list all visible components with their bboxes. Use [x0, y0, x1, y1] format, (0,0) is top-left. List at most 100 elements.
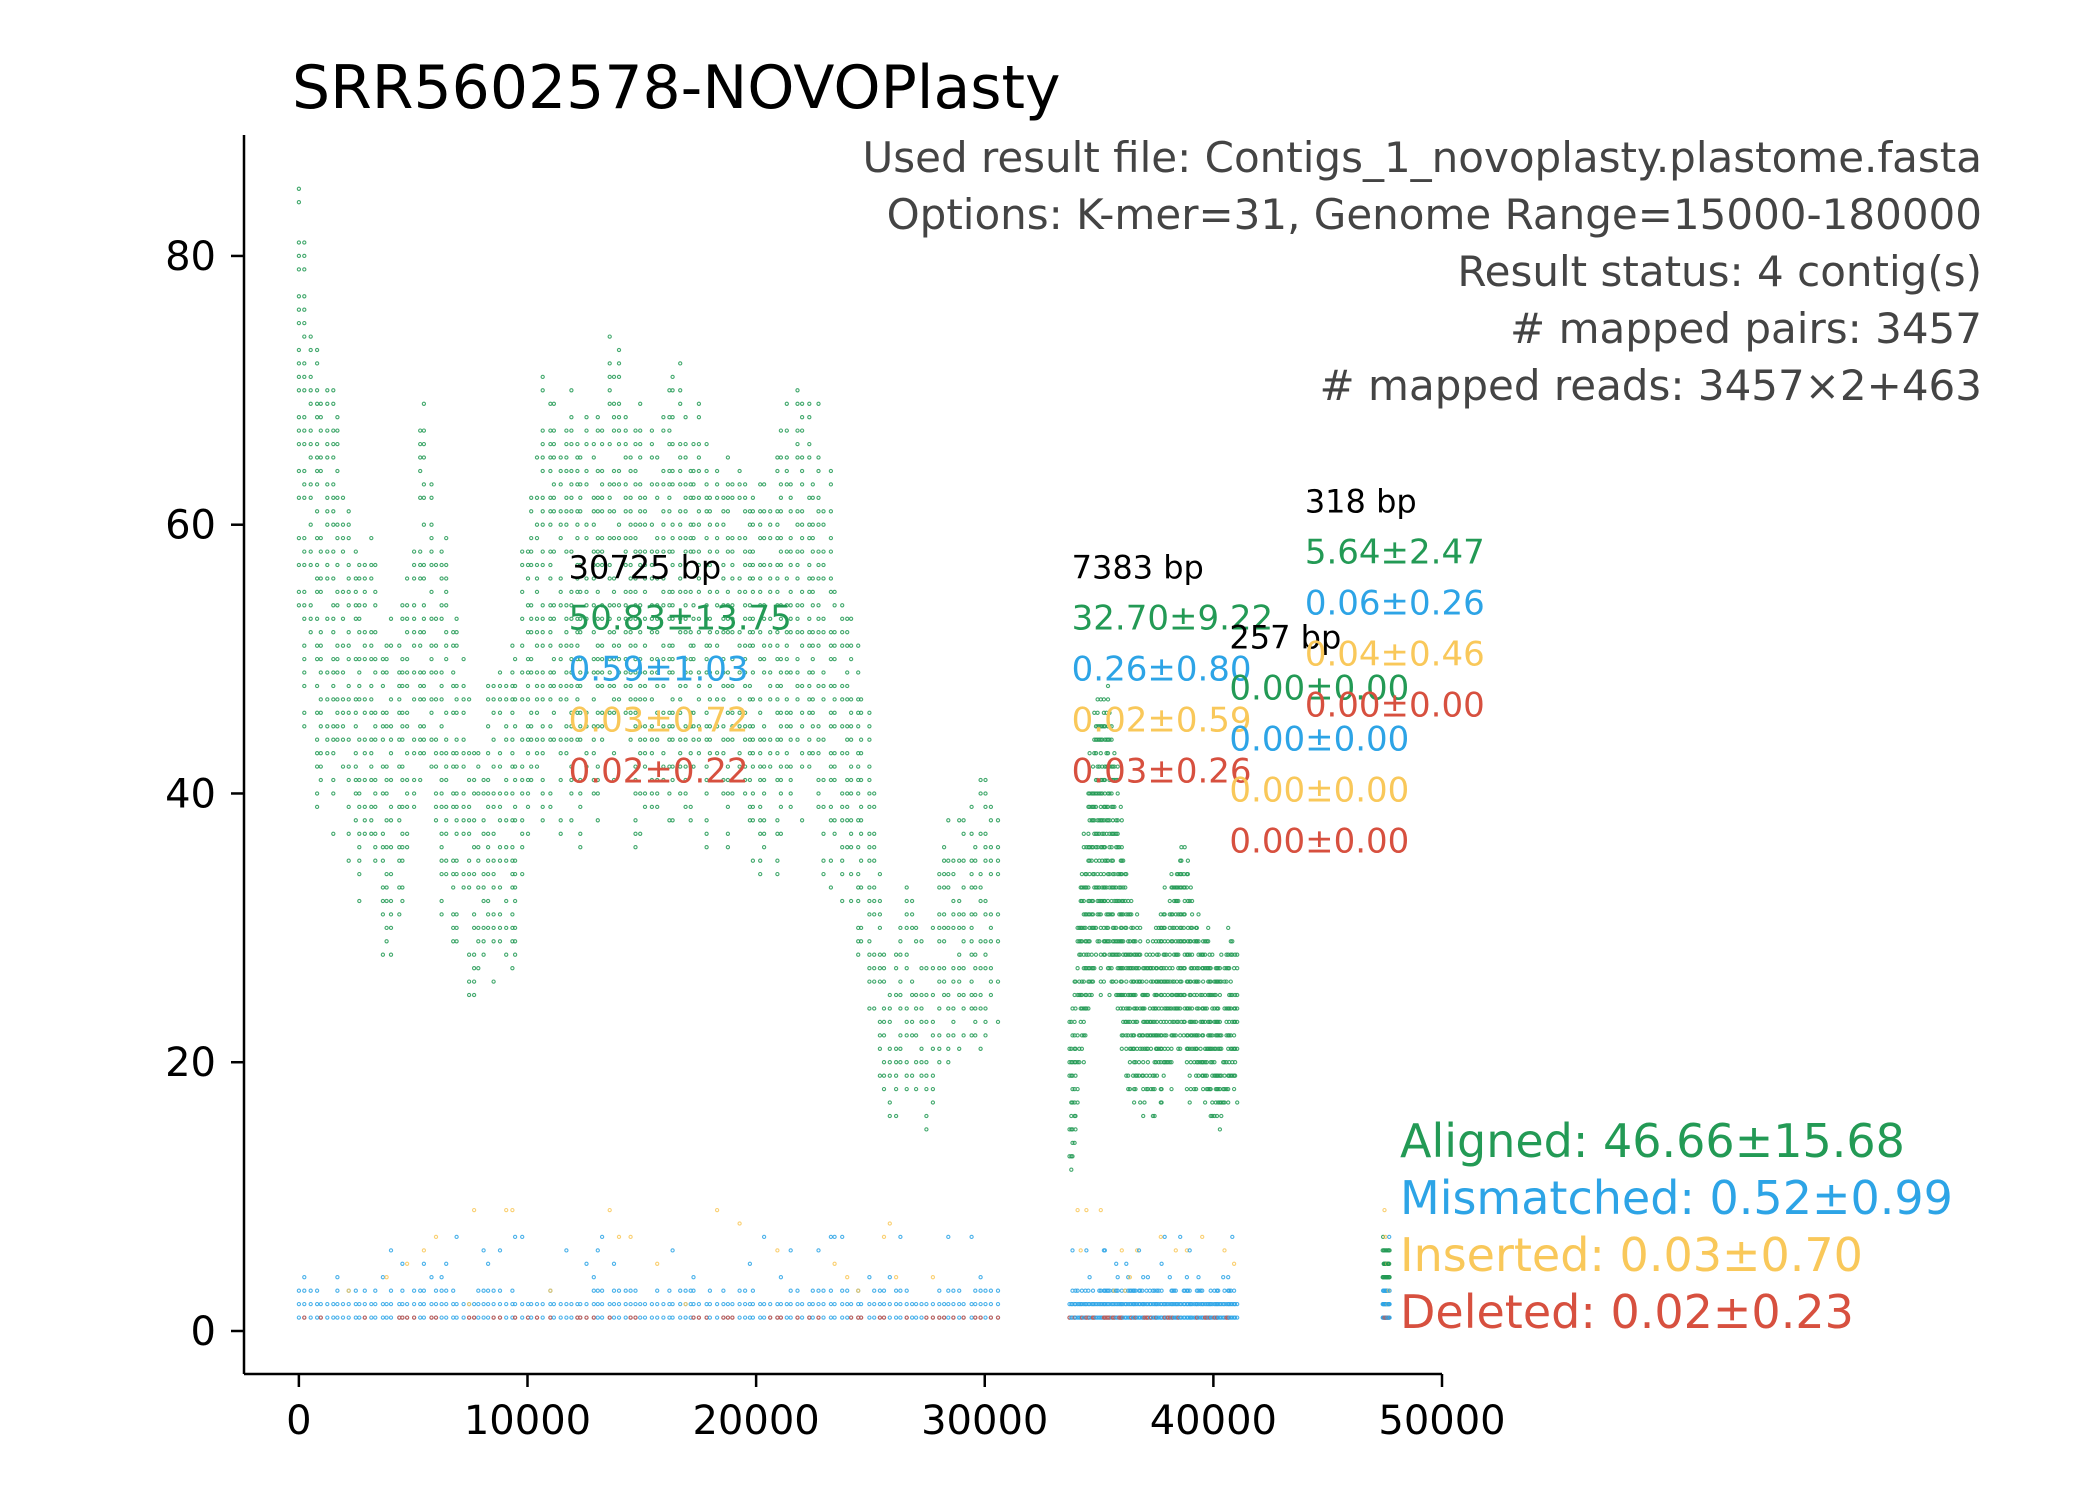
- aligned-point: [404, 670, 410, 675]
- mismatched-point: [1079, 1288, 1085, 1293]
- aligned-point: [919, 1060, 924, 1065]
- aligned-point: [578, 845, 583, 850]
- aligned-point: [1126, 1019, 1131, 1025]
- aligned-point: [683, 562, 688, 568]
- contig-inserted-label: 0.04±0.46: [1305, 635, 1485, 675]
- aligned-point: [761, 831, 767, 836]
- mismatched-point: [628, 1301, 633, 1307]
- aligned-point: [691, 643, 696, 648]
- aligned-point: [1200, 1033, 1206, 1038]
- aligned-point: [421, 576, 427, 581]
- aligned-point: [569, 482, 574, 487]
- aligned-point: [569, 468, 574, 474]
- aligned-point: [529, 562, 534, 568]
- aligned-point: [481, 952, 486, 957]
- aligned-point: [930, 1046, 936, 1051]
- aligned-point: [810, 576, 815, 581]
- mismatched-point: [384, 1301, 389, 1307]
- aligned-point: [951, 1006, 956, 1011]
- mismatched-point: [678, 1301, 683, 1307]
- aligned-point: [758, 589, 763, 595]
- aligned-point: [828, 630, 834, 635]
- aligned-point: [704, 818, 709, 823]
- aligned-point: [551, 616, 557, 621]
- deleted-point: [941, 1315, 947, 1320]
- aligned-point: [346, 535, 351, 541]
- aligned-point: [318, 656, 323, 662]
- aligned-point: [451, 710, 456, 715]
- aligned-point: [444, 871, 449, 877]
- aligned-point: [704, 495, 709, 500]
- aligned-point: [551, 401, 557, 406]
- deleted-point: [725, 1315, 731, 1320]
- mismatched-point: [331, 1301, 336, 1307]
- aligned-point: [497, 683, 503, 689]
- aligned-point: [696, 468, 702, 474]
- aligned-point: [584, 415, 589, 420]
- aligned-point: [1109, 966, 1114, 971]
- aligned-point: [331, 441, 336, 447]
- aligned-point: [1087, 992, 1092, 998]
- aligned-point: [893, 1086, 899, 1092]
- aligned-point: [807, 630, 812, 635]
- aligned-point: [973, 912, 978, 917]
- inserted-point: [1158, 1234, 1163, 1240]
- aligned-point: [308, 630, 313, 635]
- aligned-point: [1235, 952, 1240, 957]
- mismatched-point: [400, 1301, 405, 1307]
- aligned-point: [362, 576, 367, 581]
- aligned-point: [742, 549, 748, 554]
- mismatched-point: [340, 1315, 346, 1320]
- aligned-point: [919, 966, 924, 971]
- aligned-point: [778, 495, 784, 500]
- contig-labels: 30725 bp50.83±13.750.59±1.030.03±0.720.0…: [569, 483, 1485, 862]
- aligned-point: [314, 509, 320, 514]
- mismatched-point: [649, 1301, 655, 1307]
- aligned-point: [318, 535, 323, 541]
- aligned-point: [784, 603, 789, 608]
- aligned-point: [828, 482, 834, 487]
- aligned-point: [595, 535, 600, 541]
- mismatched-point: [418, 1288, 423, 1293]
- mismatched-point: [512, 1234, 518, 1240]
- deleted-point: [795, 1315, 800, 1320]
- mismatched-point: [1198, 1301, 1203, 1307]
- aligned-point: [481, 925, 486, 931]
- aligned-point: [314, 388, 320, 393]
- aligned-point: [670, 670, 675, 675]
- aligned-point: [704, 509, 709, 514]
- aligned-point: [788, 670, 793, 675]
- mismatched-point: [551, 1301, 557, 1307]
- mismatched-point: [821, 1315, 826, 1320]
- aligned-point: [1217, 992, 1223, 998]
- aligned-point: [481, 818, 486, 823]
- contig-deleted-label: 0.02±0.22: [569, 751, 749, 791]
- aligned-point: [799, 522, 805, 527]
- aligned-point: [421, 697, 427, 702]
- aligned-point: [373, 724, 378, 729]
- aligned-point: [807, 441, 812, 447]
- aligned-point: [1087, 871, 1092, 877]
- aligned-point: [1075, 1060, 1080, 1065]
- aligned-point: [529, 535, 534, 541]
- aligned-point: [828, 535, 834, 541]
- aligned-point: [1138, 1100, 1143, 1105]
- aligned-point: [611, 535, 617, 541]
- aligned-point: [957, 966, 962, 971]
- mismatched-point: [497, 1301, 503, 1307]
- aligned-point: [599, 562, 605, 568]
- aligned-point: [616, 401, 622, 406]
- aligned-point: [595, 562, 600, 568]
- mismatched-point: [691, 1275, 696, 1280]
- aligned-point: [1105, 818, 1111, 823]
- aligned-point: [1188, 1086, 1193, 1092]
- mismatched-point: [721, 1301, 726, 1307]
- aligned-point: [858, 858, 864, 863]
- aligned-point: [877, 871, 883, 877]
- aligned-point: [725, 495, 731, 500]
- aligned-point: [476, 791, 481, 796]
- info-line: Options: K-mer=31, Genome Range=15000-18…: [887, 190, 1982, 239]
- aligned-point: [714, 724, 720, 729]
- aligned-point: [599, 428, 605, 433]
